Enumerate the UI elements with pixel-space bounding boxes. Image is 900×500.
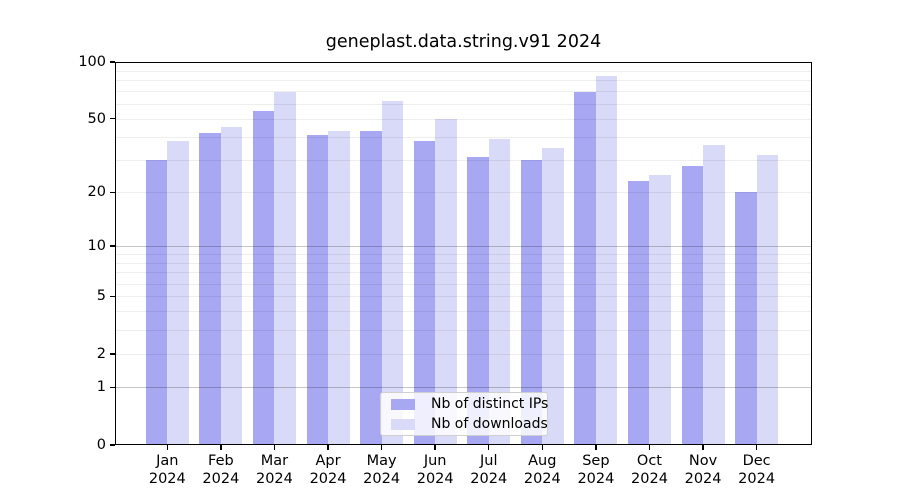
bar-ips-apr [306,134,329,445]
bar-ips-dec [735,192,757,445]
legend-swatch-downloads-icon [391,418,415,430]
x-tick-label: Nov 2024 [684,453,722,487]
x-tick [380,445,383,450]
bar-ips-may [360,130,382,445]
legend-label: Nb of downloads [431,416,548,432]
bar-ips-mar [252,110,275,445]
legend: Nb of distinct IPs Nb of downloads [380,392,548,436]
x-tick-label: May 2024 [363,453,401,487]
bar-ips-nov [681,165,704,445]
y-tick-label: 0 [96,437,106,453]
x-tick [434,445,436,450]
bar-ips-jun [413,140,436,445]
y-tick [110,295,115,297]
bar-downloads-apr [328,130,350,445]
x-tick-label: Apr 2024 [309,453,347,487]
y-tick-label: 5 [96,288,106,305]
bar-downloads-may [381,101,404,445]
plot-area [115,62,812,445]
bar-downloads-jun [435,118,457,445]
x-tick [327,445,329,450]
bar-ips-aug [520,160,543,445]
y-tick [110,353,115,355]
y-tick [110,118,115,120]
bar-downloads-feb [220,127,243,445]
y-tick-label: 100 [78,54,106,70]
chart-title: geneplast.data.string.v91 2024 [325,32,602,52]
x-tick [702,445,704,450]
bar-ips-jan [145,160,168,445]
y-tick-label: 20 [87,184,106,201]
legend-item-distinct-ips: Nb of distinct IPs [387,395,548,413]
x-tick-label: Jul 2024 [470,453,508,487]
y-tick [110,191,115,194]
y-tick-label: 1 [96,379,106,396]
bar-downloads-oct [649,174,671,445]
y-tick [110,386,115,389]
bar-downloads-sep [595,76,618,445]
x-tick-label: Jan 2024 [148,453,186,487]
bar-ips-jul [467,157,489,445]
bar-downloads-jul [488,138,511,445]
bar-downloads-jan [167,140,189,445]
x-tick-label: Oct 2024 [631,453,668,487]
x-tick [541,445,544,450]
bar-ips-sep [574,92,596,445]
bar-downloads-aug [542,147,564,445]
bar-ips-oct [627,181,650,445]
bar-downloads-mar [274,92,296,445]
x-tick-label: Mar 2024 [255,453,293,487]
x-tick [488,445,490,450]
x-tick-label: Jun 2024 [416,453,454,487]
bar-ips-feb [199,132,221,445]
bar-downloads-nov [703,145,725,445]
x-tick [220,445,222,450]
legend-item-downloads: Nb of downloads [387,415,548,433]
x-tick [755,445,758,450]
y-tick [110,245,115,247]
x-tick-label: Feb 2024 [202,453,240,487]
legend-label: Nb of distinct IPs [431,396,549,412]
x-tick-label: Aug 2024 [523,453,561,487]
y-tick [110,444,115,446]
y-tick-label: 10 [87,238,106,254]
legend-swatch-distinct-ips-icon [391,398,415,410]
bar-downloads-dec [756,154,779,445]
x-tick [648,445,651,450]
x-tick [166,445,168,450]
x-tick [273,445,276,450]
y-tick-label: 50 [87,110,106,127]
x-tick-label: Dec 2024 [738,453,776,487]
bars-layer [115,62,812,445]
x-tick [595,445,597,450]
y-tick [110,61,115,63]
x-tick-label: Sep 2024 [577,453,615,487]
y-tick-label: 2 [96,345,106,362]
